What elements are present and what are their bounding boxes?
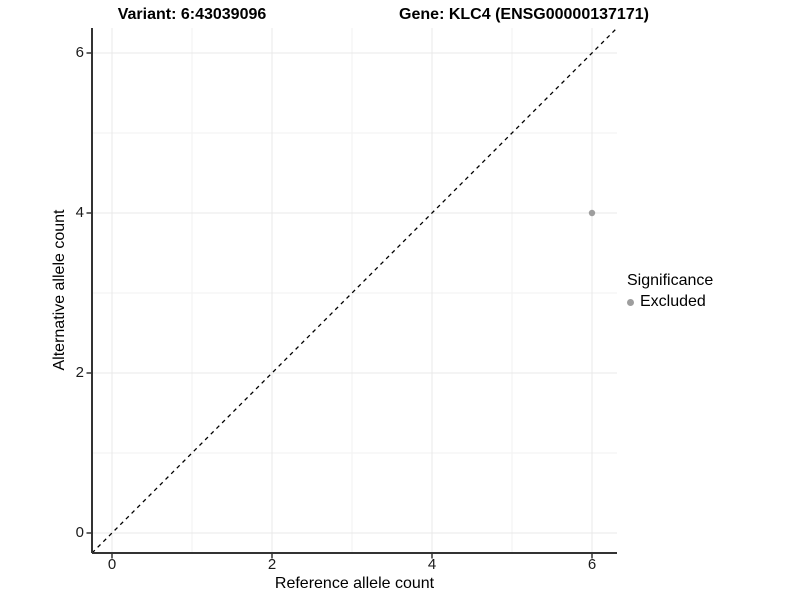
legend: Significance Excluded	[627, 271, 713, 311]
x-tick-label: 0	[107, 556, 117, 573]
y-axis-title: Alternative allele count	[51, 209, 68, 371]
plot-panel	[86, 27, 618, 559]
y-tick-label: 4	[75, 204, 84, 221]
legend-items: Excluded	[627, 293, 713, 311]
y-tick-label: 6	[75, 44, 84, 61]
plot-canvas	[86, 27, 618, 559]
plot-title-gene: Gene: KLC4 (ENSG00000137171)	[399, 6, 649, 23]
y-tick-label: 2	[75, 364, 84, 381]
x-tick-label: 2	[267, 556, 277, 573]
legend-key-dot-icon	[627, 298, 634, 306]
x-axis-title: Reference allele count	[274, 575, 435, 592]
legend-item-label: Excluded	[640, 293, 706, 310]
identity-dashed-line	[91, 27, 618, 554]
x-tick-label: 4	[427, 556, 437, 573]
legend-title: Significance	[627, 272, 714, 289]
data-point	[588, 209, 596, 217]
plot-title-variant: Variant: 6:43039096	[117, 6, 267, 23]
y-tick-label: 0	[75, 524, 84, 541]
legend-item: Excluded	[627, 293, 713, 311]
x-tick-label: 6	[587, 556, 597, 573]
